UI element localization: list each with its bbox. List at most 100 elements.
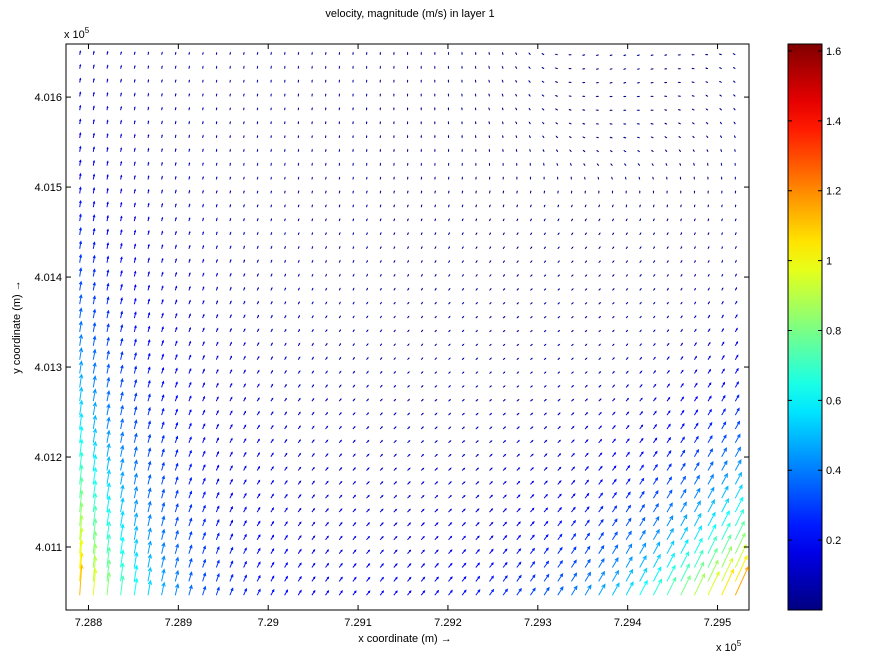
velocity-arrow [174,258,177,263]
velocity-arrow [202,558,207,568]
velocity-arrow [475,481,480,485]
velocity-arrow [106,520,112,540]
velocity-arrow [475,176,477,180]
velocity-arrow [284,438,288,444]
velocity-arrow [489,259,492,263]
velocity-arrow [407,287,410,291]
velocity-arrow [732,94,736,97]
velocity-arrow [515,134,518,139]
velocity-arrow [420,412,424,416]
velocity-arrow [147,65,150,69]
velocity-arrow [434,162,436,166]
velocity-arrow [352,120,354,125]
velocity-arrow [297,411,301,416]
velocity-arrow [448,329,451,333]
velocity-arrow [406,120,409,125]
velocity-arrow [338,134,341,138]
velocity-arrow [693,448,700,457]
velocity-arrow [174,216,177,222]
velocity-arrow [707,486,715,499]
velocity-arrow [229,286,232,291]
velocity-arrow [311,384,315,388]
velocity-arrow [557,412,561,416]
velocity-vectors [78,50,749,596]
velocity-arrow [297,65,300,69]
velocity-arrow [557,288,560,291]
velocity-arrow [664,149,668,153]
velocity-arrow [625,370,629,374]
velocity-arrow [366,508,370,513]
velocity-arrow [406,93,409,97]
velocity-arrow [516,288,519,291]
velocity-arrow [270,79,272,83]
velocity-arrow [448,494,452,499]
velocity-arrow [284,356,287,360]
velocity-arrow [215,368,219,374]
velocity-arrow [215,355,219,360]
velocity-arrow [215,176,218,180]
velocity-arrow [530,521,535,527]
velocity-arrow [693,245,696,250]
velocity-arrow [666,476,673,485]
velocity-arrow [215,491,220,499]
velocity-arrow [393,563,398,568]
velocity-arrow [407,467,411,471]
velocity-arrow [528,80,531,83]
velocity-arrow [352,107,354,111]
velocity-arrow [311,79,313,83]
y-exponent-label: x 105 [64,26,90,41]
velocity-arrow [161,257,164,263]
velocity-arrow [693,342,697,347]
velocity-arrow [78,307,83,319]
velocity-arrow [270,356,274,360]
velocity-arrow [352,315,355,319]
velocity-arrow [325,589,330,596]
velocity-arrow [256,369,260,374]
velocity-arrow [584,176,586,180]
velocity-arrow [243,587,247,596]
velocity-arrow [475,162,477,166]
velocity-arrow [256,79,259,83]
velocity-arrow [461,398,465,402]
velocity-arrow [352,412,356,416]
velocity-arrow [664,122,668,125]
velocity-arrow [161,244,164,249]
velocity-arrow [680,538,689,554]
velocity-arrow [652,503,659,513]
velocity-arrow [625,530,632,541]
velocity-arrow [434,79,436,83]
velocity-arrow [352,384,356,388]
velocity-arrow [202,148,204,152]
velocity-arrow [625,357,629,361]
velocity-arrow [652,450,658,457]
velocity-arrow [202,436,206,443]
velocity-arrow [120,350,124,360]
velocity-arrow [133,459,138,471]
velocity-arrow [721,273,724,277]
velocity-arrow [338,342,342,347]
velocity-arrow [554,67,558,70]
velocity-arrow [379,301,382,305]
velocity-arrow [721,545,732,568]
velocity-arrow [393,204,395,208]
velocity-arrow [407,398,411,402]
velocity-arrow [284,301,287,305]
velocity-arrow [666,527,674,541]
velocity-arrow [461,357,465,361]
velocity-arrow [133,564,139,582]
velocity-arrow [571,466,576,471]
velocity-arrow [448,467,452,471]
velocity-arrow [174,435,179,443]
velocity-arrow [691,54,695,56]
velocity-arrow [311,107,313,111]
velocity-arrow [598,204,600,208]
velocity-arrow [584,288,588,291]
velocity-arrow [243,533,247,541]
velocity-arrow [379,273,382,277]
velocity-arrow [147,229,150,236]
velocity-arrow [270,342,273,347]
velocity-arrow [270,452,274,457]
velocity-arrow [338,245,341,249]
velocity-arrow [92,453,98,471]
velocity-arrow [133,297,137,305]
